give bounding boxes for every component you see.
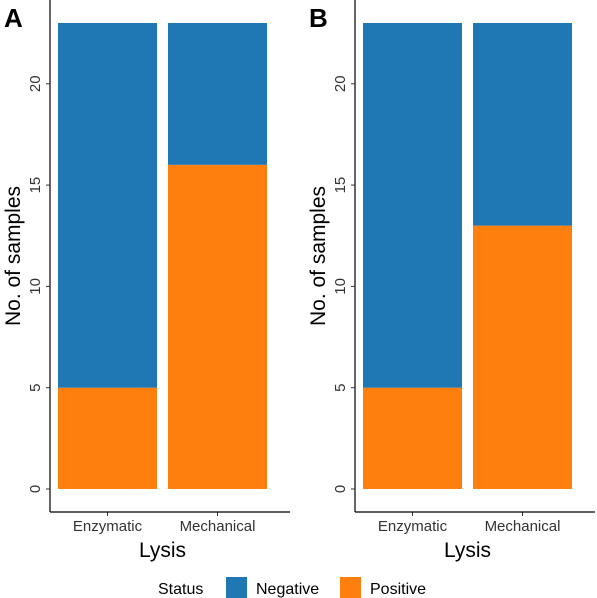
bar-negative-mechanical (168, 23, 267, 165)
y-axis-title: No. of samples (2, 186, 25, 326)
x-axis-title: Lysis (444, 539, 491, 562)
x-tick-label: Enzymatic (73, 518, 143, 535)
legend-swatch-negative (226, 577, 247, 598)
legend: Status Negative Positive (158, 577, 426, 598)
legend-title: Status (158, 581, 203, 598)
y-tick-label: 15 (27, 177, 44, 194)
y-tick-label: 20 (27, 75, 44, 92)
bar-positive-mechanical (473, 225, 572, 489)
bar-positive-enzymatic (58, 387, 157, 489)
x-tick-label: Mechanical (485, 518, 561, 535)
x-tick-label: Mechanical (180, 518, 256, 535)
panel-a: A Enzymatic Mechanical 0 5 10 15 20 Lysis No. of … (2, 0, 290, 562)
y-tick-label: 0 (27, 485, 44, 493)
legend-label-negative: Negative (256, 581, 319, 598)
bar-positive-mechanical (168, 164, 267, 489)
bar-negative-enzymatic (363, 23, 462, 388)
legend-swatch-positive (340, 577, 361, 598)
y-tick-label: 20 (332, 75, 349, 92)
legend-label-positive: Positive (370, 581, 426, 598)
y-tick-label: 10 (332, 278, 349, 295)
panel-label: A (4, 3, 23, 33)
x-axis-title: Lysis (139, 539, 186, 562)
bar-negative-mechanical (473, 23, 572, 226)
bar-negative-enzymatic (58, 23, 157, 388)
panel-label: B (309, 3, 328, 33)
y-tick-label: 5 (27, 384, 44, 392)
bar-positive-enzymatic (363, 387, 462, 489)
panel-b: B Enzymatic Mechanical 0 5 10 15 20 Lysis No. of … (307, 0, 595, 562)
y-tick-label: 5 (332, 384, 349, 392)
x-tick-label: Enzymatic (378, 518, 448, 535)
y-tick-label: 0 (332, 485, 349, 493)
y-tick-label: 10 (27, 278, 44, 295)
y-axis-title: No. of samples (307, 186, 330, 326)
y-tick-label: 15 (332, 177, 349, 194)
